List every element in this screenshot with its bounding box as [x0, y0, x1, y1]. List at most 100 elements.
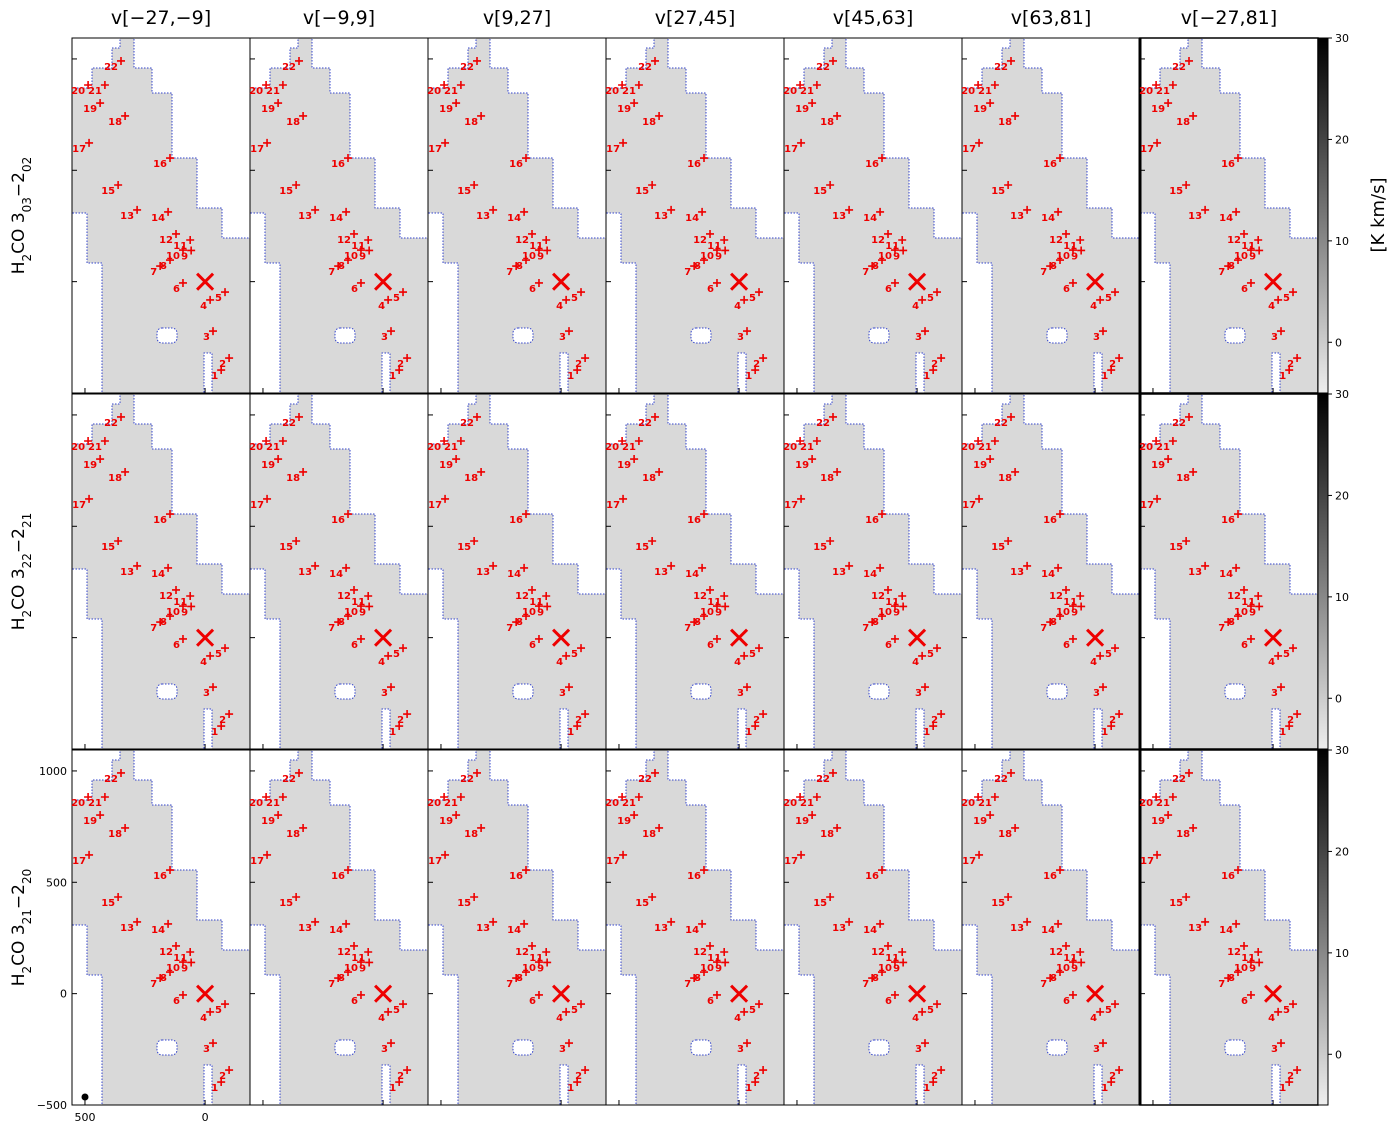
source-label: 2 [397, 359, 404, 370]
source-marker [1182, 892, 1191, 901]
source-label: 19 [1151, 104, 1165, 115]
source-marker [440, 436, 449, 445]
source-label: 16 [1221, 871, 1235, 882]
source-marker [364, 235, 373, 244]
source-marker [898, 591, 907, 600]
source-marker [577, 1000, 586, 1009]
source-label: 6 [1241, 640, 1248, 651]
source-label: 2 [575, 715, 582, 726]
source-label: 14 [1219, 213, 1233, 224]
source-marker [1224, 974, 1233, 983]
source-marker [720, 235, 729, 244]
source-marker [534, 634, 543, 643]
source-marker [1068, 602, 1077, 611]
source-marker [581, 710, 590, 719]
source-label: 17 [606, 500, 620, 511]
source-marker [890, 990, 899, 999]
source-label: 19 [261, 816, 275, 827]
source-marker [990, 80, 999, 89]
source-marker [1054, 563, 1063, 572]
source-marker [473, 56, 482, 65]
source-label: 12 [337, 947, 351, 958]
source-label: 5 [927, 1005, 934, 1016]
source-label: 4 [378, 301, 385, 312]
source-label: 1 [1279, 1083, 1286, 1094]
source-label: 16 [509, 515, 523, 526]
source-label: 6 [173, 284, 180, 295]
source-marker [796, 792, 805, 801]
source-label: 18 [820, 473, 834, 484]
source-label: 5 [215, 1005, 222, 1016]
source-marker [1274, 295, 1283, 304]
source-marker [899, 246, 908, 255]
center-marker [552, 628, 571, 647]
source-marker [1077, 246, 1086, 255]
center-marker [374, 984, 393, 1003]
map-hole [156, 327, 178, 344]
center-marker [730, 628, 749, 647]
y-tick-label: 0 [60, 988, 67, 1001]
source-label: 21 [1156, 86, 1170, 97]
source-marker [868, 974, 877, 983]
source-label: 17 [428, 144, 442, 155]
source-marker [1096, 1007, 1105, 1016]
source-marker [740, 651, 749, 660]
source-marker [812, 436, 821, 445]
source-label: 6 [351, 996, 358, 1007]
source-marker [166, 866, 175, 875]
source-label: 2 [1287, 715, 1294, 726]
source-marker [562, 295, 571, 304]
source-marker [1023, 205, 1032, 214]
source-label: 8 [1228, 617, 1235, 628]
source-marker [387, 1039, 396, 1048]
source-label: 2 [575, 1071, 582, 1082]
source-marker [489, 561, 498, 570]
source-label: 16 [331, 871, 345, 882]
source-label: 2 [397, 715, 404, 726]
source-label: 22 [1172, 62, 1186, 73]
source-marker [403, 710, 412, 719]
source-marker [986, 811, 995, 820]
source-label: 15 [457, 898, 471, 909]
source-marker [812, 792, 821, 801]
source-label: 2 [1287, 359, 1294, 370]
source-marker [1056, 510, 1065, 519]
source-marker [1062, 585, 1071, 594]
source-marker [1111, 288, 1120, 297]
source-label: 7 [328, 623, 335, 634]
source-marker [921, 683, 930, 692]
source-label: 11 [885, 241, 899, 252]
source-marker [1168, 80, 1177, 89]
source-label: 9 [1071, 607, 1078, 618]
source-label: 12 [1049, 235, 1063, 246]
map-hole [868, 327, 890, 344]
map-coverage [605, 37, 785, 394]
map-hole [868, 1039, 890, 1056]
source-marker [350, 229, 359, 238]
source-marker [1201, 917, 1210, 926]
source-marker [990, 436, 999, 445]
source-marker [209, 683, 218, 692]
source-marker [986, 99, 995, 108]
map-hole [334, 327, 356, 344]
source-marker [187, 246, 196, 255]
source-label: 3 [381, 1044, 388, 1055]
source-marker [489, 917, 498, 926]
map-hole [1224, 683, 1246, 700]
source-marker [1153, 850, 1162, 859]
source-label: 13 [120, 923, 134, 934]
source-label: 21 [444, 442, 458, 453]
source-marker [712, 634, 721, 643]
source-label: 22 [638, 62, 652, 73]
source-marker [278, 80, 287, 89]
source-label: 17 [784, 144, 798, 155]
y-tick-label: −500 [37, 1099, 67, 1112]
source-label: 11 [173, 953, 187, 964]
source-marker [522, 612, 531, 621]
source-label: 14 [507, 569, 521, 580]
map-hole [1046, 327, 1068, 344]
source-label: 1 [567, 371, 574, 382]
